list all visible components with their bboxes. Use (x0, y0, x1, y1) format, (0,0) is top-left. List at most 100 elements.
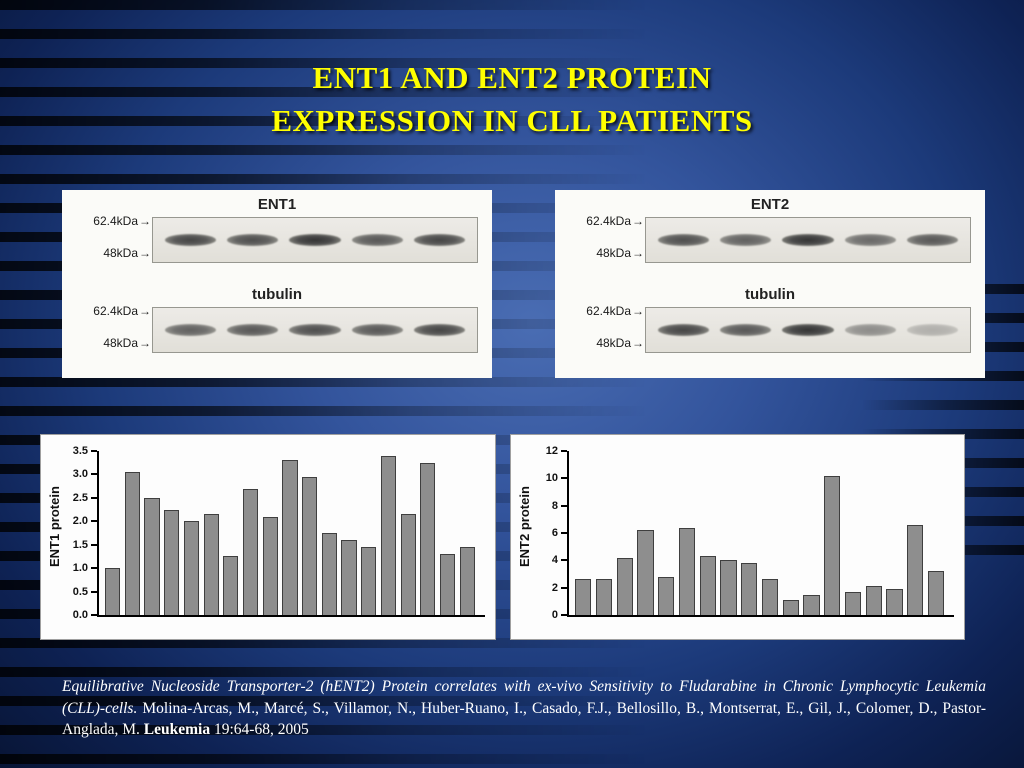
marker-48kda: 48kDa→ (103, 246, 151, 260)
plot-area: 0 2 4 6 8 10 12 (546, 445, 954, 621)
tick-mark (91, 543, 97, 546)
y-axis-tick: 12 (546, 445, 567, 457)
y-axis-tick: 8 (552, 500, 567, 512)
bar (321, 533, 337, 615)
blot-band (652, 324, 714, 336)
arrow-right-icon: → (632, 304, 644, 318)
bar (886, 589, 903, 615)
arrow-right-icon: → (139, 336, 151, 350)
blot-band (902, 324, 964, 336)
tick-mark (91, 496, 97, 499)
tick-mark (91, 450, 97, 452)
bar (803, 594, 820, 615)
tick-mark (91, 473, 97, 476)
arrow-right-icon: → (139, 246, 151, 260)
bar (400, 514, 416, 615)
blot-band (777, 234, 839, 246)
tick-mark (91, 567, 97, 570)
citation-volume-year: 19:64-68, 2005 (210, 721, 309, 739)
blot-group-tubulin: tubulin 62.4kDa→ 48kDa→ (555, 286, 985, 353)
blot-band (409, 234, 471, 246)
y-tick-label: 4 (551, 554, 558, 567)
y-axis-tick: 0.0 (73, 609, 97, 621)
marker-48kda: 48kDa→ (596, 246, 644, 260)
bar-chart-ent2-protein: ENT2 protein 0 2 4 6 8 10 12 (510, 434, 965, 640)
bar (361, 547, 377, 615)
bar (420, 462, 436, 615)
bar (439, 554, 456, 615)
blot-band (284, 234, 346, 246)
bar (164, 509, 180, 615)
y-tick-label: 6 (551, 527, 558, 539)
blot-band (159, 234, 221, 246)
molecular-weight-markers: 62.4kDa→ 48kDa→ (563, 304, 645, 353)
blot-band (777, 324, 839, 336)
bar (282, 460, 298, 615)
bar (637, 530, 654, 615)
marker-48kda: 48kDa→ (596, 336, 644, 350)
y-tick-label: 0.0 (72, 609, 88, 621)
y-tick-label: 8 (551, 499, 558, 512)
blot-band (714, 324, 776, 336)
y-axis-tick: 6 (552, 527, 567, 539)
bar (575, 579, 592, 615)
plot-area: 0.0 0.5 1.0 1.5 2.0 2.5 3.0 3.5 (73, 445, 485, 621)
y-tick-label: 2 (551, 581, 558, 594)
bar (242, 488, 259, 615)
bar (782, 599, 799, 615)
blot-band (346, 324, 408, 336)
y-tick-label: 10 (545, 472, 558, 485)
y-tick-label: 3.0 (72, 468, 88, 481)
blot-band (346, 234, 408, 246)
tick-mark (91, 590, 97, 593)
y-axis-tick: 1.5 (73, 539, 97, 551)
y-axis-ticks: 0.0 0.5 1.0 1.5 2.0 2.5 3.0 3.5 (51, 445, 97, 621)
blot-title: tubulin (252, 286, 302, 303)
bar (105, 568, 121, 615)
bar (595, 579, 612, 615)
y-tick-label: 0 (551, 609, 558, 621)
bar (720, 560, 737, 615)
bar (699, 556, 716, 615)
y-tick-label: 1.5 (72, 538, 88, 551)
blot-image (152, 307, 478, 353)
y-tick-label: 3.5 (72, 445, 88, 457)
bar (262, 516, 278, 615)
y-axis-ticks: 0 2 4 6 8 10 12 (521, 445, 567, 621)
bar (761, 579, 778, 615)
slide-title: ENT1 AND ENT2 PROTEIN EXPRESSION IN CLL … (110, 56, 914, 143)
y-axis-tick: 4 (552, 554, 567, 566)
y-axis-tick: 10 (546, 472, 567, 484)
bar-chart-ent1-protein: ENT1 protein 0.0 0.5 1.0 1.5 2.0 2.5 3.0 3.5 (40, 434, 496, 640)
y-axis-tick: 1.0 (73, 562, 97, 574)
blot-image (645, 217, 971, 263)
blot-image (152, 217, 478, 263)
bar-series (99, 451, 485, 615)
tick-mark (561, 504, 567, 507)
y-tick-label: 2.5 (72, 491, 88, 504)
blot-band (902, 234, 964, 246)
bar (616, 557, 633, 615)
blot-image (645, 307, 971, 353)
slide-title-line2: EXPRESSION IN CLL PATIENTS (271, 103, 753, 139)
marker-48kda: 48kDa→ (103, 336, 151, 350)
molecular-weight-markers: 62.4kDa→ 48kDa→ (70, 214, 152, 263)
bar-series (569, 451, 954, 615)
blot-title: tubulin (745, 286, 795, 303)
bar (302, 476, 318, 615)
y-axis-tick: 2 (552, 582, 567, 594)
y-tick-label: 1.0 (72, 562, 88, 575)
bar (341, 540, 357, 615)
bar (678, 527, 695, 615)
blot-band (652, 234, 714, 246)
blot-band (714, 234, 776, 246)
tick-mark (91, 520, 97, 523)
arrow-right-icon: → (139, 304, 151, 318)
tick-mark (561, 586, 567, 589)
y-axis-tick: 0 (552, 609, 567, 621)
blot-group-ent2: ENT2 62.4kDa→ 48kDa→ (555, 196, 985, 263)
arrow-right-icon: → (139, 214, 151, 228)
citation-journal: Leukemia (143, 721, 211, 739)
tick-mark (561, 477, 567, 480)
